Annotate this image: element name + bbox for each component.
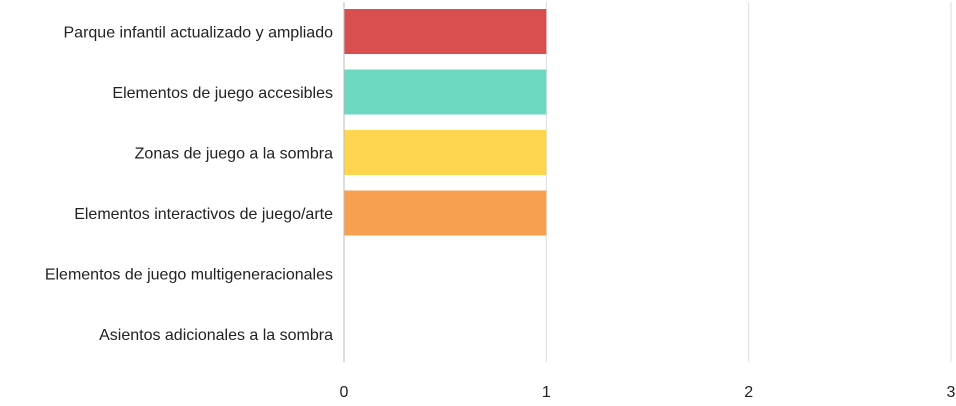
x-tick-label: 0 xyxy=(340,384,349,401)
category-label: Elementos de juego multigeneracionales xyxy=(45,267,333,284)
category-label: Elementos interactivos de juego/arte xyxy=(74,206,333,223)
bars xyxy=(344,9,547,236)
bar xyxy=(344,190,547,236)
category-label: Parque infantil actualizado y ampliado xyxy=(64,25,334,42)
x-tick-label: 1 xyxy=(542,384,551,401)
bar xyxy=(344,130,547,175)
bar xyxy=(344,69,547,115)
x-axis-ticks: 0 1 2 3 xyxy=(340,384,956,401)
gridlines xyxy=(545,2,952,362)
category-labels: Parque infantil actualizado y ampliado El… xyxy=(45,25,333,345)
bar xyxy=(344,9,547,54)
category-label: Asientos adicionales a la sombra xyxy=(99,327,333,344)
x-tick-label: 3 xyxy=(947,384,956,401)
x-tick-label: 2 xyxy=(744,384,753,401)
category-label: Elementos de juego accesibles xyxy=(112,85,333,102)
category-label: Zonas de juego a la sombra xyxy=(135,146,333,163)
